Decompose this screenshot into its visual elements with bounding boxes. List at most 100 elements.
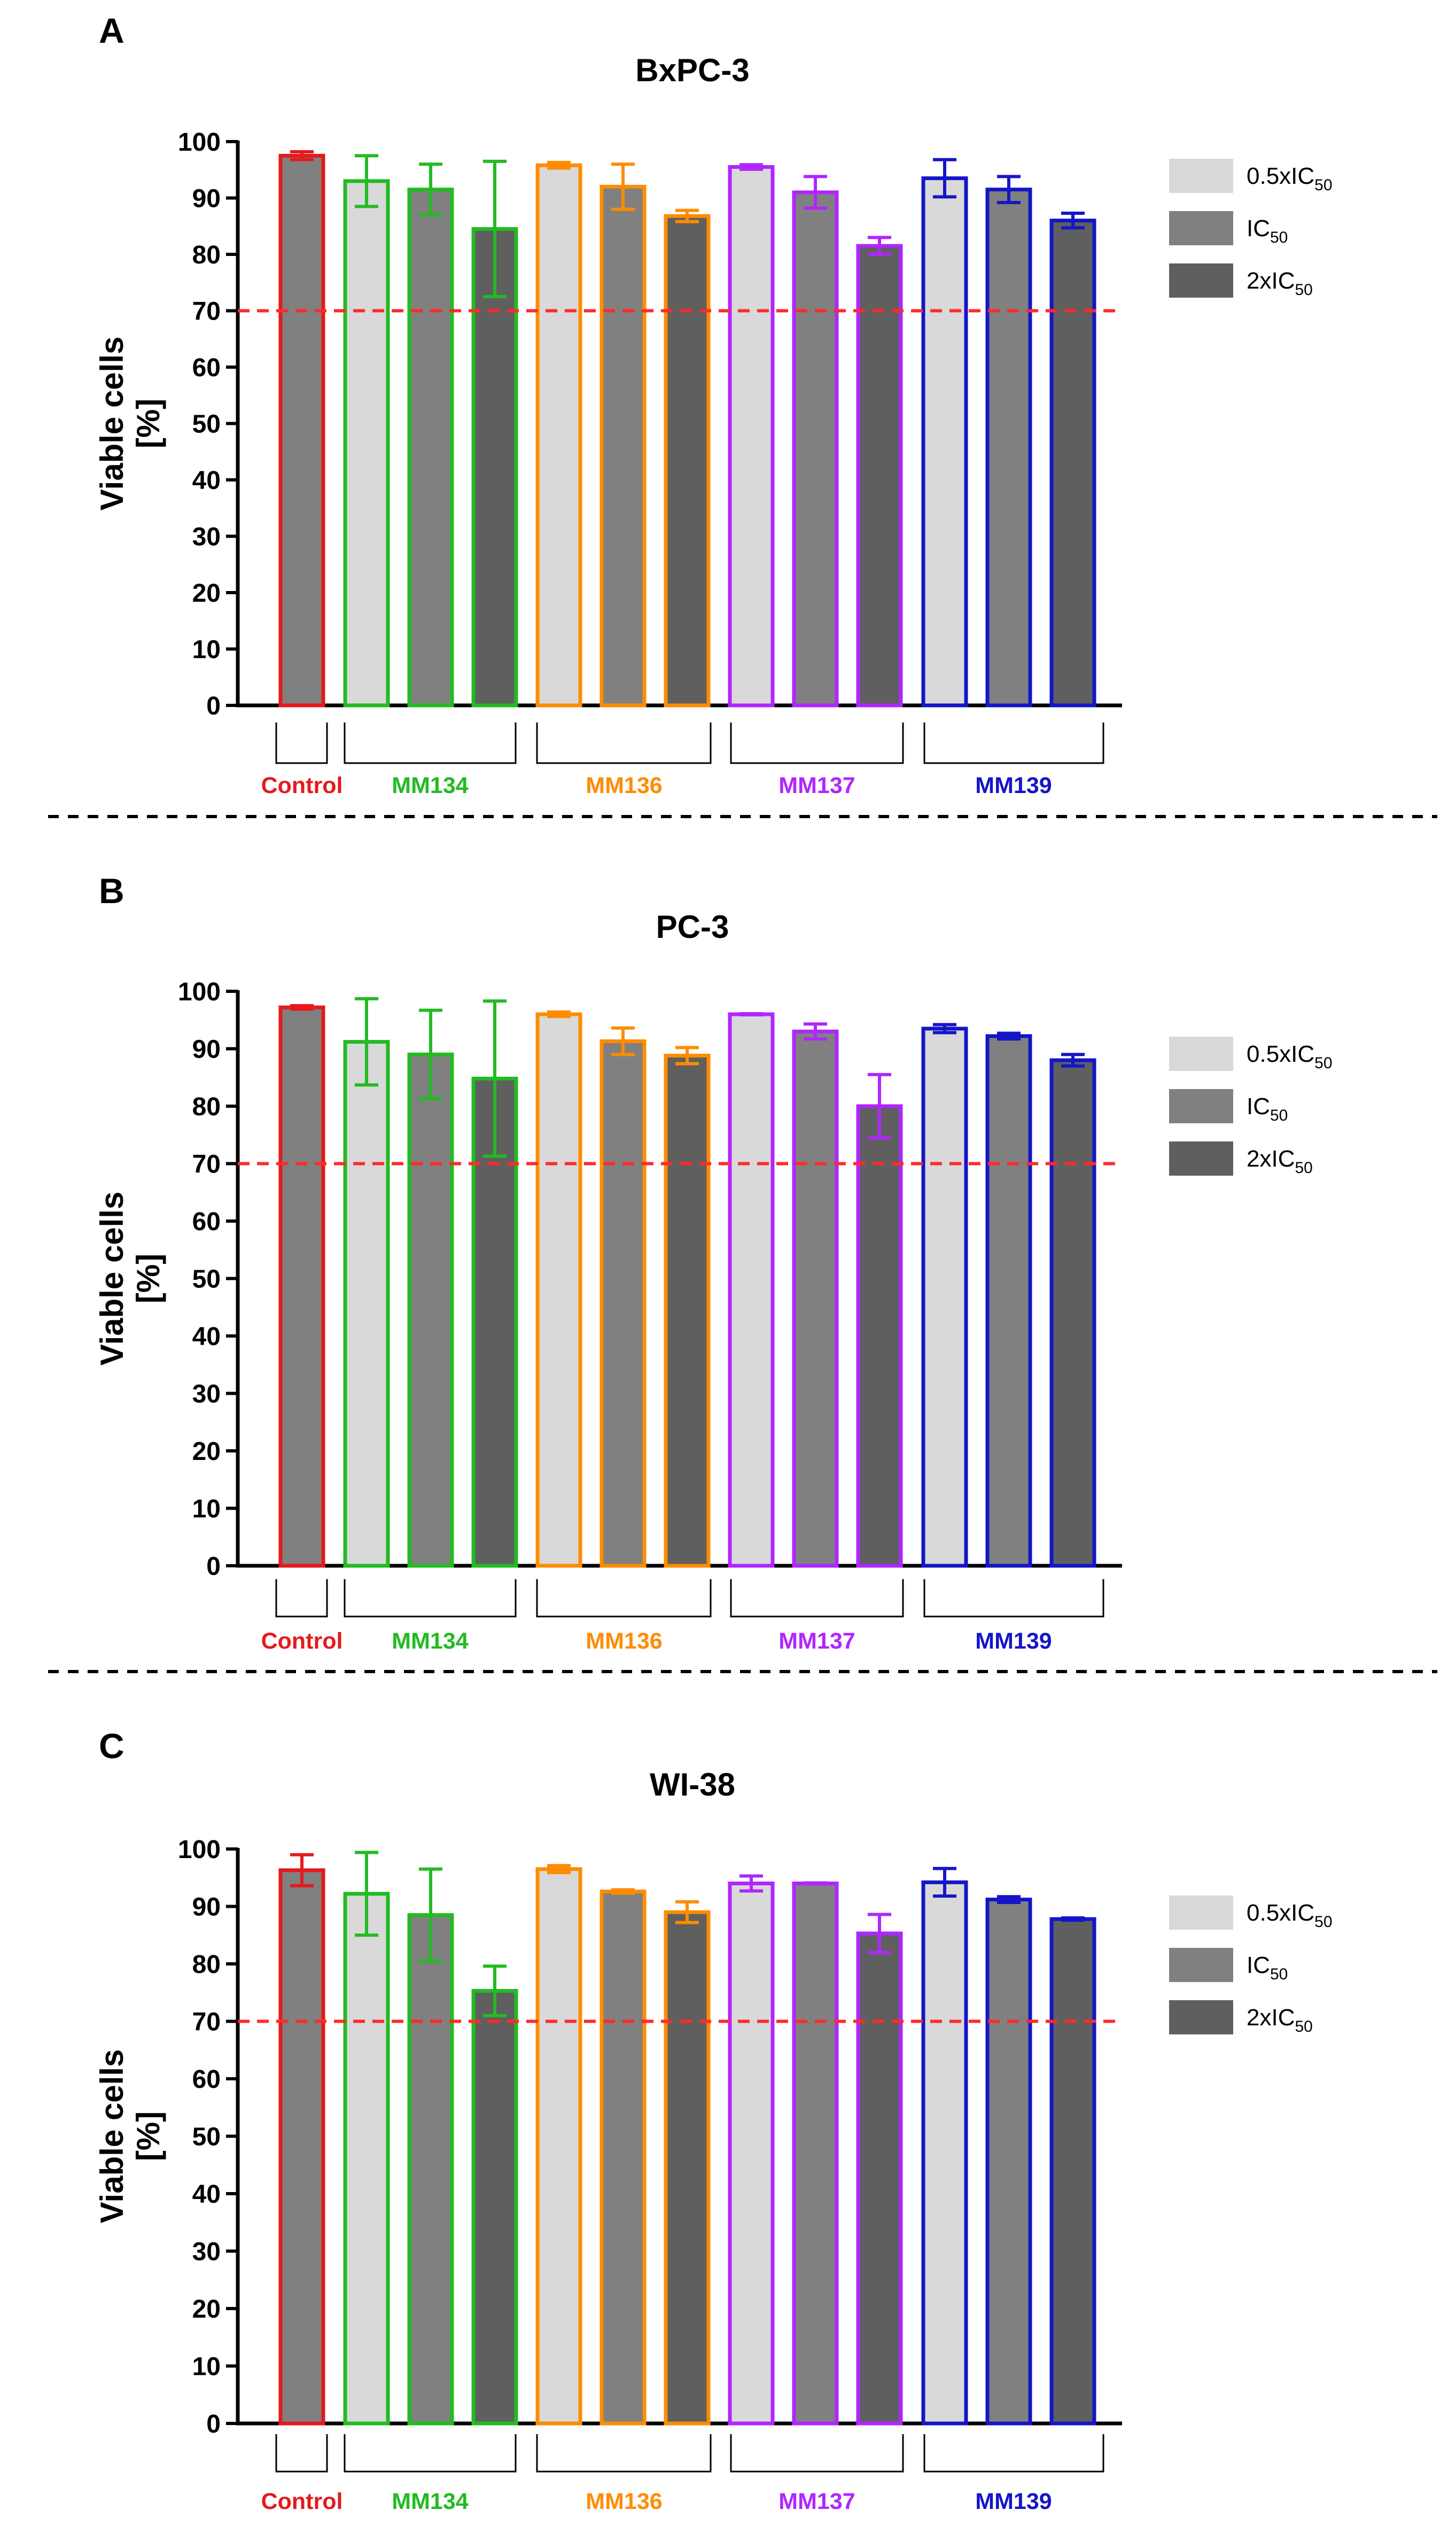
- group-label-MM139: MM139: [975, 2489, 1052, 2514]
- y-tick-label: 80: [192, 241, 221, 269]
- panel-letter: C: [99, 1726, 124, 1766]
- bar-MM136-2xIC50: [664, 1053, 711, 1568]
- bar-MM139-0.5xIC50: [921, 1027, 968, 1568]
- group-label-MM136: MM136: [586, 1628, 662, 1654]
- group-label-MM134: MM134: [392, 2489, 468, 2514]
- y-tick-label: 50: [192, 410, 221, 439]
- bar-MM136-2xIC50: [664, 214, 711, 708]
- group-bracket-MM139: [923, 722, 1104, 764]
- bar-MM134-0.5xIC50: [343, 179, 390, 708]
- bar-MM134-0.5xIC50: [343, 1040, 390, 1568]
- y-tick-label: 20: [192, 579, 221, 608]
- y-tick-label: 30: [192, 523, 221, 551]
- legend-swatch-0.5xIC50: [1169, 1037, 1233, 1071]
- legend-swatch-IC50: [1169, 1948, 1233, 1982]
- y-tick-label: 20: [192, 1438, 221, 1466]
- bar-Control-IC50: [278, 1005, 325, 1568]
- bar-MM134-2xIC50: [471, 1989, 518, 2426]
- y-tick-label: 0: [206, 1552, 221, 1581]
- bar-MM137-0.5xIC50: [728, 1882, 775, 2426]
- group-bracket-MM136: [536, 722, 712, 764]
- legend-swatch-0.5xIC50: [1169, 159, 1233, 193]
- chart-panel-A: A BxPC-3 0 10 20 30 40 50 60 70 80 90 100 Viable cell…: [94, 11, 1333, 798]
- bar-Control-IC50: [278, 153, 325, 708]
- bar-MM134-IC50: [407, 1052, 454, 1568]
- y-tick-label: 100: [178, 128, 221, 157]
- group-bracket-MM134: [344, 1579, 517, 1618]
- group-bracket-MM137: [730, 1579, 904, 1618]
- group-label-MM139: MM139: [975, 773, 1052, 798]
- y-tick-label: 30: [192, 1380, 221, 1409]
- bar-MM139-0.5xIC50: [921, 1880, 968, 2426]
- bar-MM137-2xIC50: [856, 1104, 903, 1568]
- bar-MM137-2xIC50: [856, 244, 903, 708]
- y-tick-label: 0: [206, 692, 221, 720]
- group-label-MM134: MM134: [392, 1628, 468, 1654]
- legend-swatch-IC50: [1169, 211, 1233, 245]
- y-axis-label-line: [%]: [130, 1254, 166, 1303]
- bar-MM134-0.5xIC50: [343, 1892, 390, 2426]
- group-bracket-MM134: [344, 2434, 517, 2473]
- bar-MM134-IC50: [407, 1913, 454, 2426]
- bar-MM139-2xIC50: [1049, 1058, 1096, 1568]
- legend-swatch-2xIC50: [1169, 263, 1233, 298]
- chart-title: BxPC-3: [635, 52, 749, 88]
- y-tick-label: 60: [192, 1208, 221, 1236]
- group-label-Control: Control: [261, 2489, 343, 2514]
- y-axis-label-line: Viable cells: [94, 1192, 130, 1366]
- legend-label-0.5xIC50: 0.5xIC50: [1247, 1041, 1333, 1072]
- panel-letter: B: [99, 871, 124, 911]
- y-axis-label: Viable cells [%]: [94, 337, 166, 511]
- y-tick-label: 0: [206, 2410, 221, 2438]
- bar-Control-IC50: [278, 1868, 325, 2426]
- bar-MM139-2xIC50: [1049, 219, 1096, 708]
- y-tick-label: 20: [192, 2295, 221, 2324]
- bar-MM139-IC50: [985, 1034, 1032, 1568]
- bar-MM136-2xIC50: [664, 1910, 711, 2426]
- y-tick-label: 40: [192, 467, 221, 495]
- y-tick-label: 30: [192, 2238, 221, 2266]
- group-bracket-Control: [275, 722, 328, 764]
- y-axis-label: Viable cells [%]: [94, 1192, 166, 1366]
- group-label-Control: Control: [261, 773, 343, 798]
- bar-MM136-0.5xIC50: [535, 163, 582, 708]
- y-tick-label: 80: [192, 1951, 221, 1979]
- legend-label-2xIC50: 2xIC50: [1247, 268, 1313, 299]
- y-tick-label: 90: [192, 1893, 221, 1922]
- bar-MM139-2xIC50: [1049, 1917, 1096, 2426]
- group-bracket-MM137: [730, 2434, 904, 2473]
- y-tick-label: 50: [192, 1265, 221, 1294]
- bar-MM134-IC50: [407, 188, 454, 708]
- bar-MM136-0.5xIC50: [535, 1867, 582, 2426]
- bar-MM137-IC50: [792, 1882, 839, 2426]
- chart-panel-B: B PC-3 0 10 20 30 40 50 60 70 80 90 100 Viable cells[…: [94, 871, 1333, 1654]
- legend-swatch-2xIC50: [1169, 2000, 1233, 2034]
- legend-label-2xIC50: 2xIC50: [1247, 2004, 1313, 2035]
- y-tick-label: 10: [192, 2353, 221, 2381]
- group-label-Control: Control: [261, 1628, 343, 1654]
- y-tick-label: 90: [192, 1036, 221, 1064]
- legend-swatch-IC50: [1169, 1089, 1233, 1123]
- bar-MM136-0.5xIC50: [535, 1012, 582, 1568]
- group-bracket-MM137: [730, 722, 904, 764]
- group-bracket-MM139: [923, 1579, 1104, 1618]
- group-label-MM136: MM136: [586, 2489, 662, 2514]
- legend-swatch-0.5xIC50: [1169, 1895, 1233, 1930]
- y-tick-label: 80: [192, 1093, 221, 1121]
- bar-MM137-0.5xIC50: [728, 165, 775, 708]
- y-tick-label: 60: [192, 354, 221, 382]
- group-label-MM137: MM137: [778, 1628, 855, 1654]
- panel-letter: A: [99, 11, 124, 50]
- bar-MM137-IC50: [792, 1029, 839, 1568]
- group-bracket-MM134: [344, 722, 517, 764]
- y-tick-label: 10: [192, 636, 221, 664]
- y-axis-label-line: Viable cells: [94, 337, 130, 511]
- bar-MM134-2xIC50: [471, 1076, 518, 1568]
- legend-label-IC50: IC50: [1247, 215, 1288, 246]
- y-axis-label-line: [%]: [130, 2111, 166, 2161]
- y-tick-label: 90: [192, 185, 221, 213]
- group-bracket-MM139: [923, 2434, 1104, 2473]
- y-tick-label: 100: [178, 1836, 221, 1864]
- group-label-MM134: MM134: [392, 773, 468, 798]
- y-axis-label: Viable cells [%]: [94, 2049, 166, 2224]
